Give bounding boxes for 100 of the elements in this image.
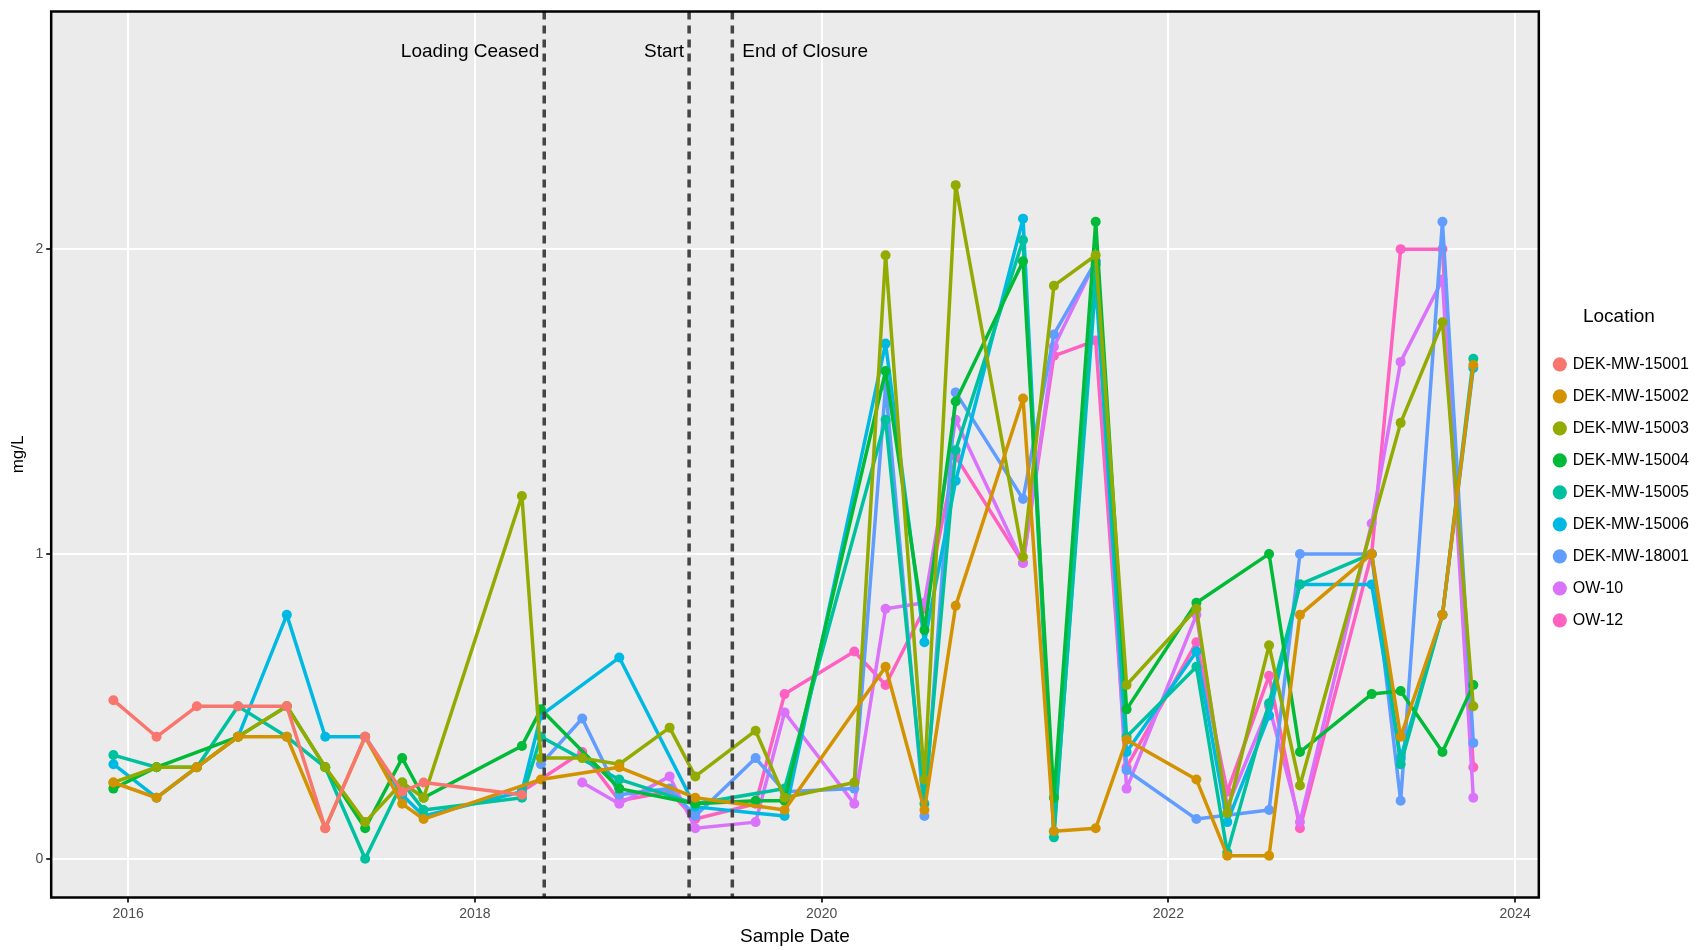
x-tick-label: 2024 [1499, 904, 1531, 921]
point [418, 804, 429, 815]
point [690, 771, 701, 782]
point [664, 771, 675, 782]
point [108, 695, 119, 706]
legend-label: DEK-MW-15002 [1572, 386, 1690, 404]
x-tick-label: 2016 [112, 904, 144, 921]
point [750, 725, 761, 736]
point [1264, 850, 1275, 861]
point [950, 180, 961, 191]
point [1264, 548, 1275, 559]
point [614, 774, 625, 785]
legend-label: DEK-MW-15004 [1572, 450, 1690, 468]
point [1395, 244, 1406, 255]
point [191, 701, 202, 712]
point [950, 445, 961, 456]
point [950, 396, 961, 407]
point [1395, 686, 1406, 697]
point [1018, 551, 1029, 562]
point [1090, 823, 1101, 834]
point [919, 804, 930, 815]
point [690, 792, 701, 803]
point [919, 637, 930, 648]
point [1264, 804, 1275, 815]
point [1121, 783, 1132, 794]
point [664, 722, 675, 733]
point [577, 777, 588, 788]
point [750, 753, 761, 764]
point [1468, 737, 1479, 748]
point [1437, 216, 1448, 227]
x-tick-label: 2020 [806, 904, 838, 921]
legend-label: DEK-MW-15005 [1572, 482, 1690, 500]
point [418, 814, 429, 825]
point [1395, 417, 1406, 428]
ref-line-label: Loading Ceased [400, 39, 540, 61]
point [1294, 548, 1305, 559]
point [1048, 280, 1059, 291]
point [1395, 731, 1406, 742]
point [1437, 747, 1448, 758]
x-tick-label: 2022 [1152, 904, 1185, 921]
point [1468, 701, 1479, 712]
point [880, 366, 891, 377]
point [1294, 780, 1305, 791]
point [108, 759, 119, 770]
point [750, 817, 761, 828]
point [1294, 747, 1305, 758]
point [1191, 646, 1202, 657]
point [1018, 256, 1029, 267]
point [1437, 317, 1448, 328]
point [779, 707, 790, 718]
legend-label: OW-12 [1572, 610, 1624, 628]
point [1121, 679, 1132, 690]
x-axis-title: Sample Date [740, 924, 850, 946]
legend-label: OW-10 [1572, 578, 1624, 596]
point [1294, 609, 1305, 620]
point [1048, 329, 1059, 340]
legend-title: Location [1582, 305, 1655, 327]
point [880, 603, 891, 614]
point [779, 804, 790, 815]
ref-line-label: Start [643, 39, 685, 61]
point [360, 817, 371, 828]
point [880, 250, 891, 261]
point [1191, 774, 1202, 785]
y-axis-title: mg/L [7, 435, 27, 474]
point [1018, 393, 1029, 404]
point [1191, 661, 1202, 672]
point [880, 661, 891, 672]
point [360, 853, 371, 864]
point [281, 609, 292, 620]
point [1395, 356, 1406, 367]
point [690, 823, 701, 834]
point [577, 753, 588, 764]
point [108, 750, 119, 761]
y-tick-label: 0 [35, 849, 44, 866]
y-tick-label: 1 [35, 544, 44, 561]
point [1121, 704, 1132, 715]
point [849, 798, 860, 809]
legend-label: DEK-MW-15001 [1572, 354, 1690, 372]
x-tick-label: 2018 [459, 904, 491, 921]
point [1191, 603, 1202, 614]
point [397, 798, 408, 809]
ref-line-label: End of Closure [742, 39, 869, 61]
legend-label: DEK-MW-15006 [1572, 514, 1690, 532]
point [1468, 792, 1479, 803]
point [1294, 817, 1305, 828]
point [849, 777, 860, 788]
point [397, 753, 408, 764]
point [1395, 795, 1406, 806]
point [1191, 814, 1202, 825]
point [1018, 213, 1029, 224]
point [1222, 807, 1233, 818]
point [614, 652, 625, 663]
point [1395, 759, 1406, 770]
point [1366, 689, 1377, 700]
point [849, 646, 860, 657]
point [151, 731, 162, 742]
point [516, 491, 527, 501]
point [950, 600, 961, 611]
point [1090, 250, 1101, 261]
point [320, 731, 331, 742]
